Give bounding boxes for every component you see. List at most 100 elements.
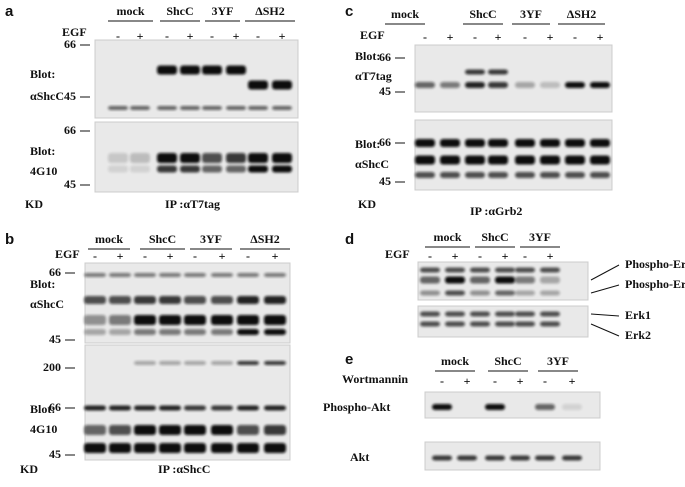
treatment-sign: - (478, 249, 482, 263)
band (84, 425, 106, 435)
group-label: mock (391, 7, 419, 21)
band (415, 172, 435, 178)
footer-label: IP :αT7tag (165, 197, 220, 211)
band (159, 273, 181, 277)
band (465, 172, 485, 178)
blot-label: αT7tag (355, 69, 392, 83)
marker-label: 45 (49, 447, 61, 461)
marker-label: 66 (64, 37, 76, 51)
band (84, 405, 106, 411)
band (515, 172, 535, 178)
band (211, 443, 233, 453)
group-label: 3YF (547, 354, 569, 368)
band (488, 172, 508, 178)
band (159, 425, 181, 435)
blot-label: Blot: (30, 277, 55, 291)
band (84, 315, 106, 325)
band (540, 311, 560, 317)
band (264, 329, 286, 335)
panel-letter: b (5, 231, 14, 248)
band (415, 139, 435, 147)
panel-letter: d (345, 231, 354, 248)
band (445, 290, 465, 296)
band (202, 65, 222, 75)
band (540, 276, 560, 284)
treatment-sign: + (219, 249, 226, 263)
band (109, 443, 131, 453)
band (202, 153, 222, 163)
treatment-sign: - (573, 30, 577, 44)
band (470, 290, 490, 296)
band (226, 106, 246, 110)
band (264, 296, 286, 304)
band (180, 153, 200, 163)
band (130, 153, 150, 163)
group-label: ShcC (149, 232, 176, 246)
band (180, 106, 200, 110)
band (264, 361, 286, 365)
marker-label: 66 (379, 135, 391, 149)
band (515, 82, 535, 88)
band (440, 172, 460, 178)
treatment-sign: - (543, 374, 547, 388)
treatment-sign: - (523, 249, 527, 263)
treatment-sign: + (137, 29, 144, 43)
band (157, 153, 177, 163)
group-label: ShcC (494, 354, 521, 368)
band (226, 153, 246, 163)
band (495, 290, 515, 296)
band (465, 69, 485, 75)
blot-label: Blot: (355, 137, 380, 151)
band-pointer (590, 323, 620, 337)
band (485, 404, 505, 410)
blot-label: 4G10 (30, 422, 57, 436)
band (488, 139, 508, 147)
band (432, 404, 452, 410)
treatment-sign: - (246, 249, 250, 263)
band (84, 273, 106, 277)
blot-image (94, 39, 299, 119)
treatment-sign: - (493, 374, 497, 388)
band (180, 165, 200, 173)
band (211, 361, 233, 365)
band (159, 315, 181, 325)
band (109, 425, 131, 435)
treatment-sign: - (210, 29, 214, 43)
band-pointer (590, 284, 620, 294)
band-label: Erk1 (625, 308, 651, 322)
band (130, 106, 150, 110)
band (272, 80, 292, 90)
band (590, 155, 610, 165)
treatment-sign: - (93, 249, 97, 263)
band (159, 405, 181, 411)
treatment-sign: + (569, 374, 576, 388)
treatment-sign: + (447, 30, 454, 44)
marker-label: 45 (379, 174, 391, 188)
band (445, 276, 465, 284)
band (202, 106, 222, 110)
marker-label: 66 (64, 123, 76, 137)
band (485, 455, 505, 461)
band (515, 267, 535, 273)
band (211, 273, 233, 277)
band (535, 404, 555, 410)
band (440, 139, 460, 147)
treatment-sign: - (523, 30, 527, 44)
band (211, 296, 233, 304)
band (445, 311, 465, 317)
band (184, 329, 206, 335)
band (184, 443, 206, 453)
band (108, 106, 128, 110)
band (134, 315, 156, 325)
band (540, 321, 560, 327)
treatment-sign: - (423, 30, 427, 44)
band (420, 321, 440, 327)
band (248, 80, 268, 90)
band (272, 165, 292, 173)
band (540, 139, 560, 147)
band (108, 153, 128, 163)
band (565, 82, 585, 88)
band (264, 273, 286, 277)
band (535, 455, 555, 461)
band (590, 82, 610, 88)
